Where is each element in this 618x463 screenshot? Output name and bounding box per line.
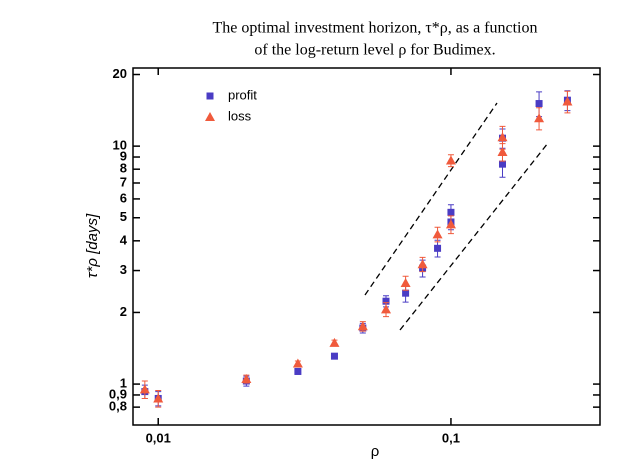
y-tick-label: 7 bbox=[120, 174, 127, 189]
chart-title: of the log-return level ρ for Budimex. bbox=[254, 42, 495, 59]
reference-line bbox=[399, 142, 549, 331]
y-tick-label: 6 bbox=[120, 190, 127, 205]
y-tick-label: 8 bbox=[120, 161, 127, 176]
marker bbox=[294, 367, 302, 375]
legend-marker bbox=[206, 92, 214, 100]
marker bbox=[382, 297, 390, 305]
y-tick-label: 3 bbox=[120, 262, 127, 277]
reference-line bbox=[364, 102, 498, 296]
y-tick-label: 4 bbox=[120, 232, 128, 247]
y-axis-label: τ*ρ [days] bbox=[84, 213, 101, 278]
y-tick-label: 0,8 bbox=[109, 399, 127, 414]
marker bbox=[535, 100, 543, 108]
marker bbox=[139, 384, 150, 394]
marker bbox=[402, 289, 410, 297]
y-tick-label: 10 bbox=[113, 138, 127, 153]
marker bbox=[400, 277, 411, 287]
x-tick-label: 0,1 bbox=[442, 430, 460, 445]
marker bbox=[445, 155, 456, 165]
marker bbox=[381, 304, 392, 314]
marker bbox=[357, 321, 368, 331]
marker bbox=[497, 146, 508, 156]
marker bbox=[562, 96, 573, 106]
y-tick-label: 1 bbox=[120, 376, 127, 391]
marker bbox=[432, 229, 443, 239]
y-tick-label: 9 bbox=[120, 148, 127, 163]
y-tick-label: 0,9 bbox=[109, 386, 127, 401]
y-tick-label: 2 bbox=[120, 304, 127, 319]
marker bbox=[329, 337, 340, 347]
marker bbox=[292, 358, 303, 368]
marker bbox=[241, 374, 252, 384]
marker bbox=[330, 352, 338, 360]
legend-marker bbox=[205, 112, 215, 121]
x-axis-label: ρ bbox=[371, 443, 380, 460]
y-tick-label: 20 bbox=[113, 66, 127, 81]
marker bbox=[534, 113, 545, 123]
chart-title: The optimal investment horizon, τ*ρ, as … bbox=[212, 20, 537, 37]
marker bbox=[153, 393, 164, 403]
x-tick-label: 0,01 bbox=[146, 430, 171, 445]
marker bbox=[447, 208, 455, 216]
legend bbox=[178, 82, 288, 130]
marker bbox=[417, 259, 428, 269]
plot-frame bbox=[132, 67, 601, 426]
y-tick-label: 5 bbox=[120, 209, 127, 224]
legend-label: profit bbox=[228, 87, 257, 102]
marker bbox=[434, 244, 442, 252]
marker bbox=[445, 219, 456, 229]
marker bbox=[498, 160, 506, 168]
marker bbox=[497, 132, 508, 142]
legend-label: loss bbox=[228, 108, 252, 123]
